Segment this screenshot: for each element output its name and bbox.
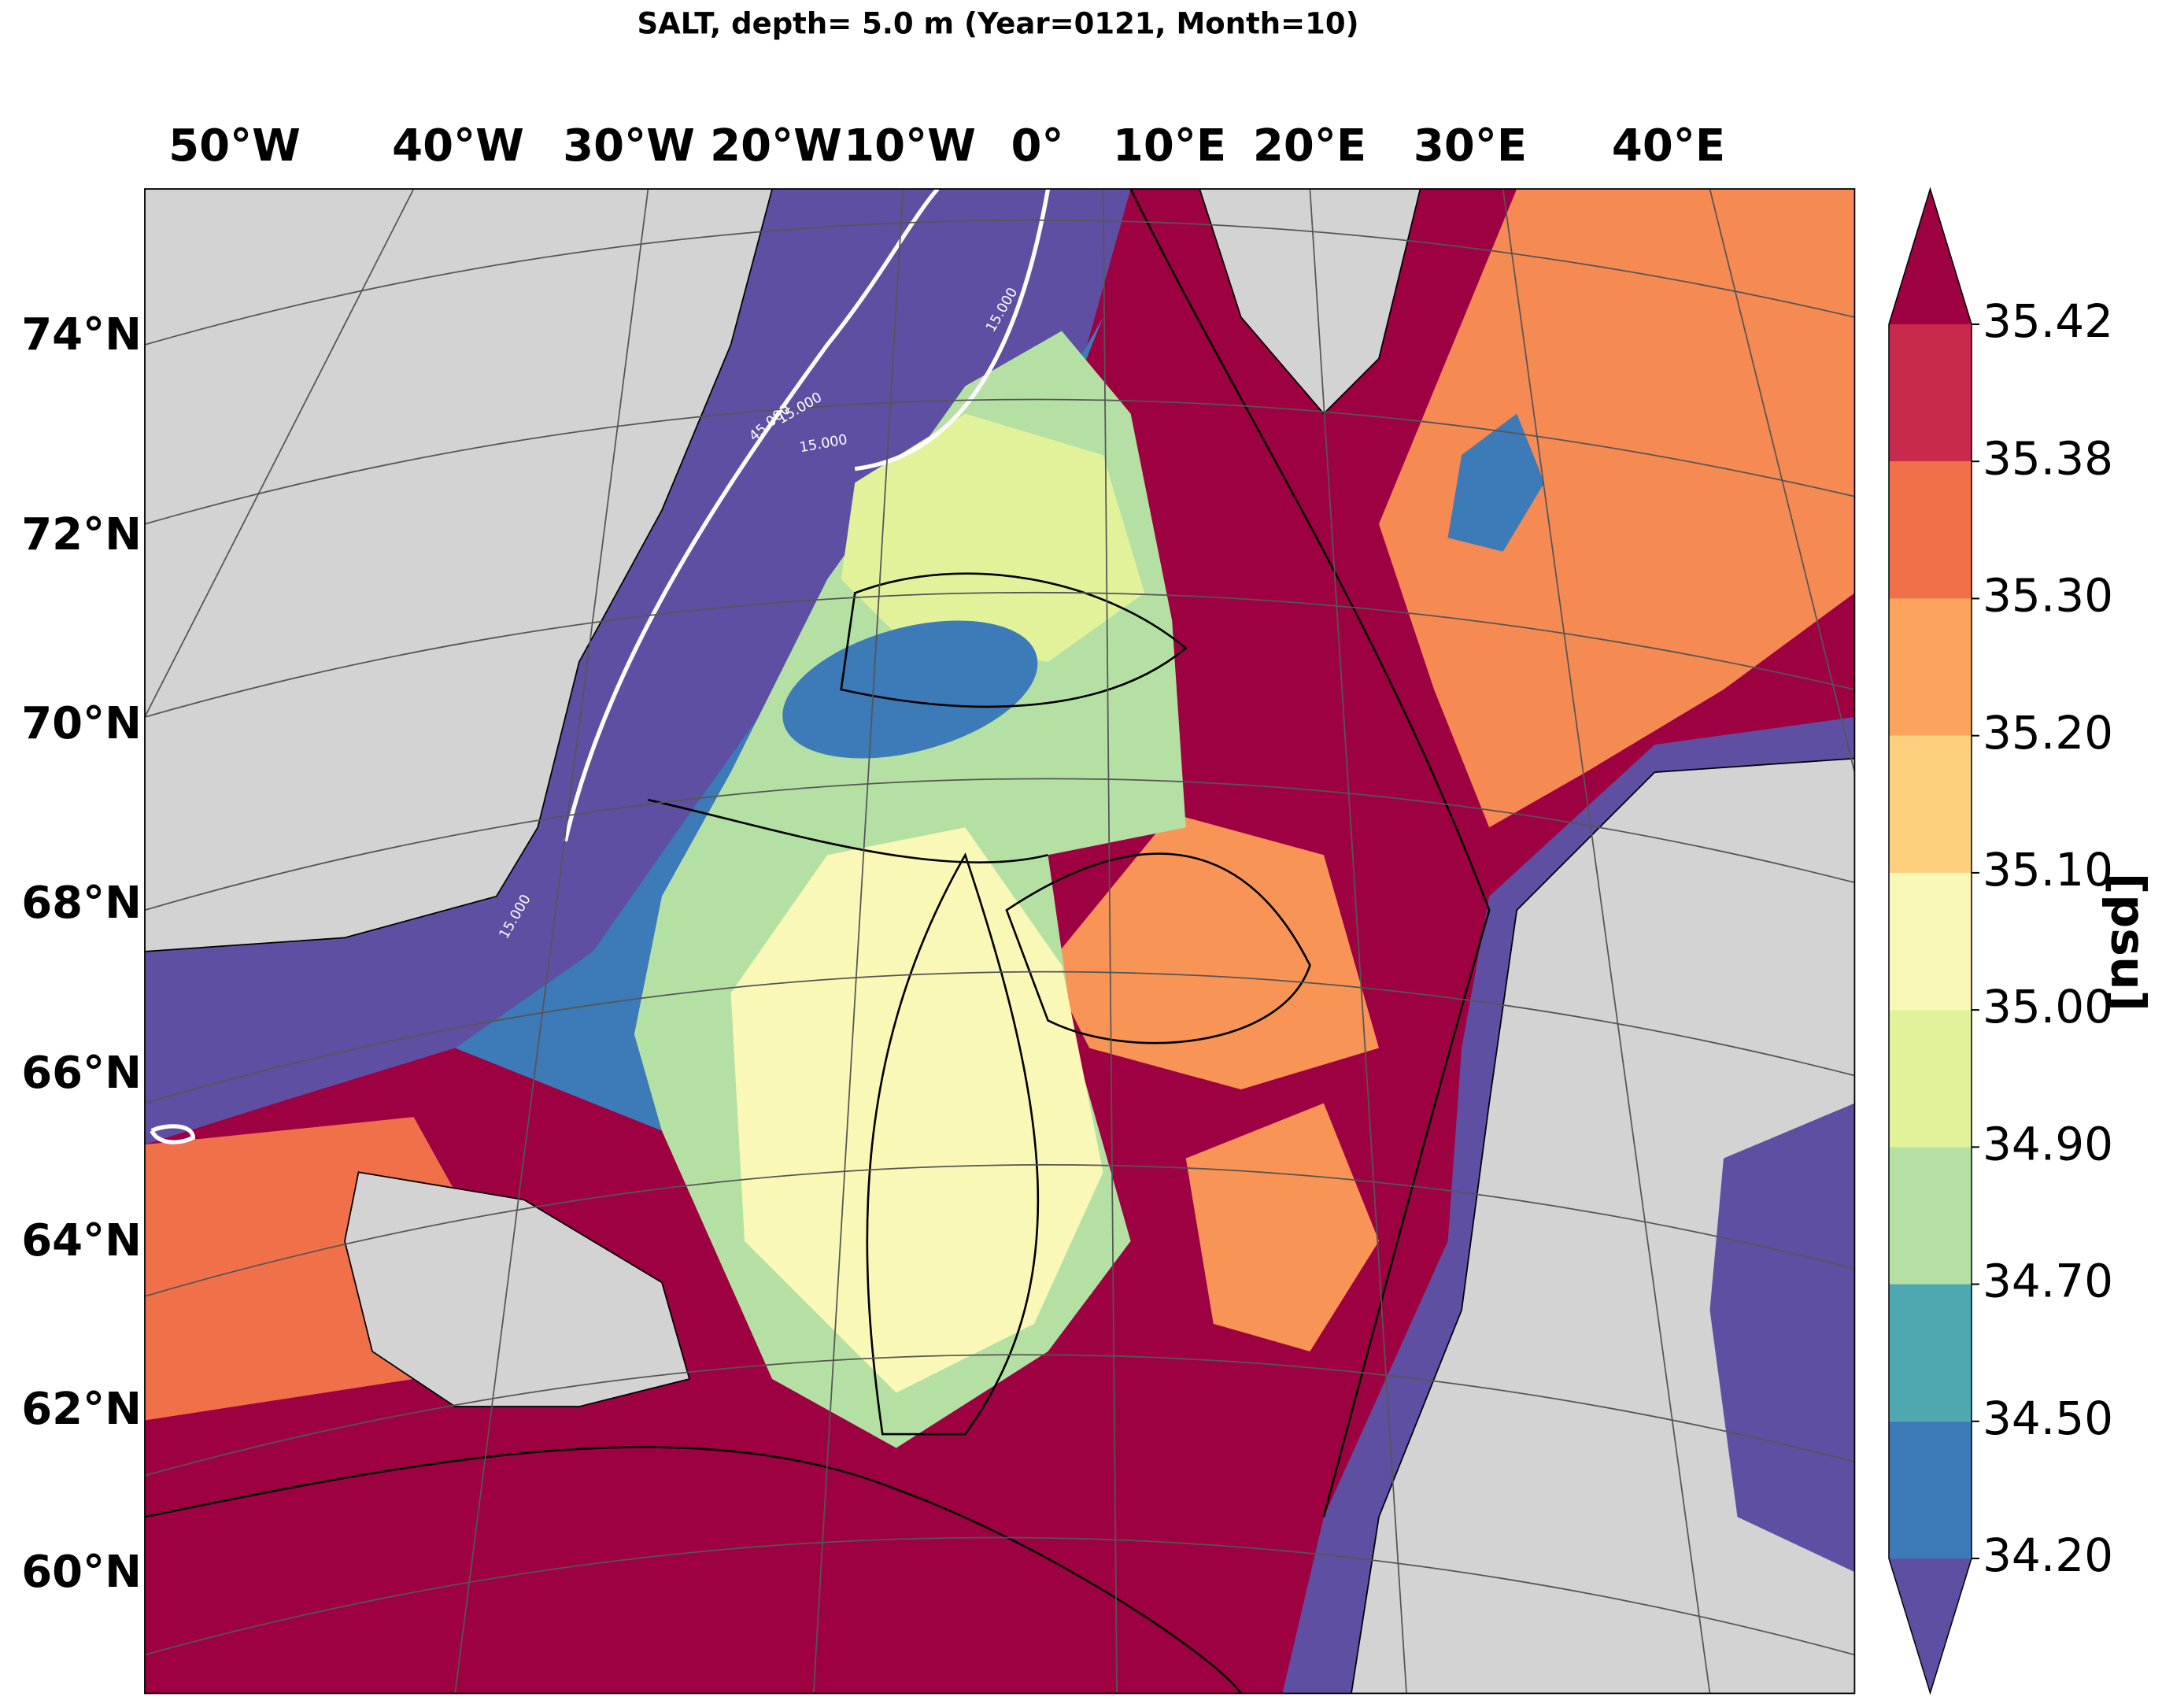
longitude-labels: 50°W 40°W 30°W 20°W 10°W 0° 10°E 20°E 30°E 40°E — [168, 120, 1725, 172]
baltic — [1709, 1103, 1855, 1573]
colorbar-under — [1889, 1558, 1972, 1693]
latitude-label: 74°N — [21, 309, 142, 360]
latitude-labels: 74°N 72°N 70°N 68°N 66°N 64°N 62°N 60°N — [21, 309, 142, 1598]
latitude-label: 60°N — [21, 1547, 142, 1598]
colorbar-label: [psu] — [2100, 873, 2155, 1011]
colorbar-tick-label: 34.90 — [1983, 1117, 2113, 1170]
latitude-label: 62°N — [21, 1384, 142, 1435]
colorbar-tick-label: 34.50 — [1983, 1392, 2113, 1445]
map-field: 15.000 45.000 15.000 15.000 15.000 — [144, 189, 1855, 1694]
longitude-label: 50°W — [168, 120, 301, 172]
longitude-label: 40°W — [392, 120, 524, 172]
scandinavia — [1351, 757, 1855, 1694]
longitude-label: 20°E — [1253, 120, 1366, 172]
colorbar-tick-label: 35.20 — [1983, 706, 2113, 760]
greenland — [144, 189, 774, 952]
longitude-label: 10°W — [844, 120, 976, 172]
nordic-core — [730, 827, 1103, 1393]
latitude-label: 68°N — [21, 878, 142, 929]
map-frame — [144, 188, 1856, 1695]
colorbar-tick-label: 35.42 — [1983, 294, 2113, 348]
latitude-label: 64°N — [21, 1215, 142, 1266]
colorbar-band — [1889, 324, 1972, 462]
norwegian-basin — [1048, 813, 1379, 1090]
longitude-label: 20°W — [710, 120, 842, 172]
barents-field — [1379, 189, 1855, 828]
shelf-field — [1185, 1103, 1379, 1351]
longitude-label: 30°E — [1414, 120, 1527, 172]
colorbar-band — [1889, 1010, 1972, 1148]
map-title: SALT, depth= 5.0 m (Year=0121, Month=10) — [637, 7, 1358, 41]
colorbar-band — [1889, 598, 1972, 736]
colorbar-tick-label: 35.38 — [1983, 431, 2113, 485]
colorbar-band — [1889, 872, 1972, 1011]
longitude-label: 30°W — [563, 120, 695, 172]
latitude-label: 70°N — [21, 698, 142, 749]
colorbar-tick-label: 35.10 — [1983, 843, 2113, 897]
latitude-label: 66°N — [21, 1048, 142, 1099]
longitude-label: 40°E — [1612, 120, 1725, 172]
svalbard — [1199, 189, 1421, 415]
longitude-label: 0° — [1011, 120, 1064, 172]
iceland — [344, 1171, 691, 1407]
colorbar-tick-label: 34.70 — [1983, 1255, 2113, 1308]
colorbar-tick-label: 35.00 — [1983, 980, 2113, 1033]
barents-fresh — [1447, 413, 1545, 552]
colorbar-band — [1889, 1421, 1972, 1558]
colorbar-over — [1889, 189, 1972, 324]
colorbar-band — [1889, 1147, 1972, 1285]
map: 15.000 45.000 15.000 15.000 15.000 — [144, 188, 1856, 1695]
longitude-label: 10°E — [1113, 120, 1226, 172]
colorbar: 34.20 34.50 34.70 34.90 35.00 35.10 35.20 35.30… — [1888, 187, 2113, 1695]
latitude-label: 72°N — [21, 509, 142, 560]
colorbar-band — [1889, 1284, 1972, 1421]
graticule — [144, 189, 1855, 1694]
colorbar-tick-label: 34.20 — [1983, 1529, 2113, 1582]
greenland-gyre — [841, 413, 1145, 662]
colorbar-tick-label: 35.30 — [1983, 569, 2113, 623]
colorbar-band — [1889, 735, 1972, 873]
colorbar-band — [1889, 461, 1972, 599]
